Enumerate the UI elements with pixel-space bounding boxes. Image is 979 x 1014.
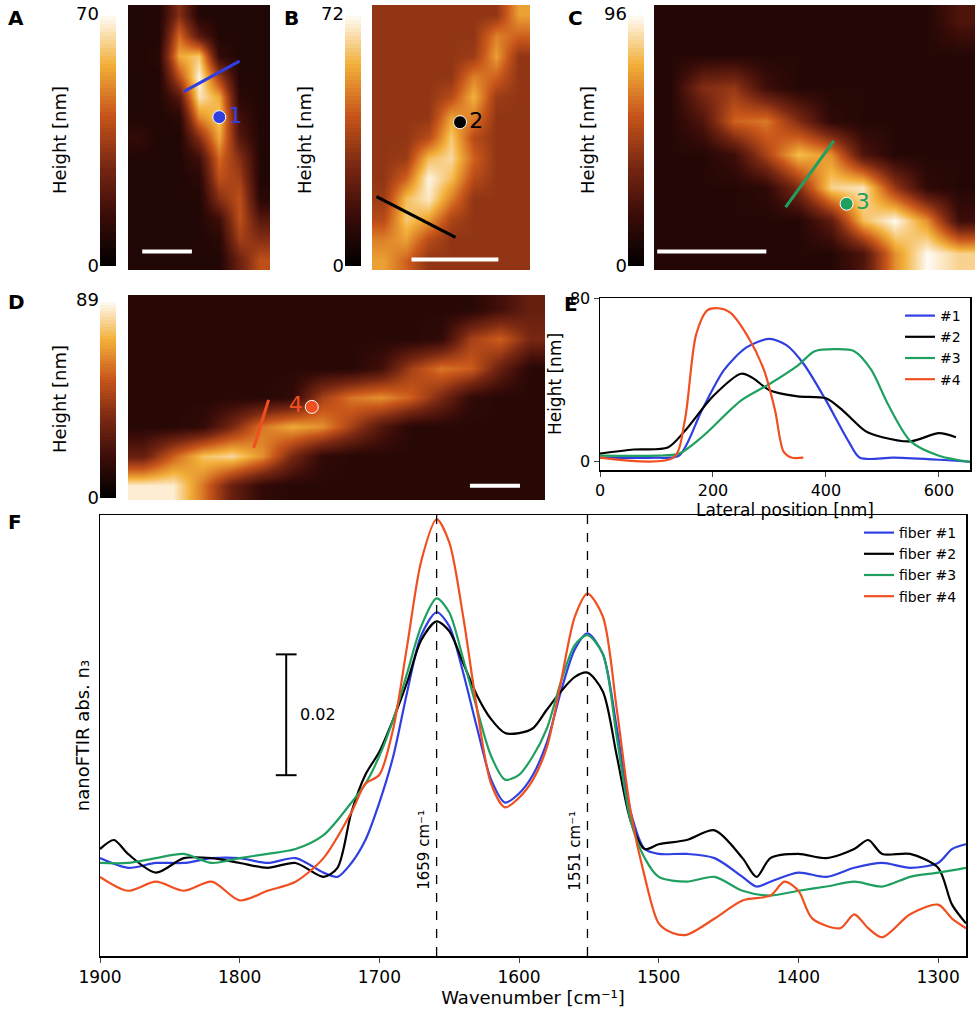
svg-text:Height [nm]: Height [nm] bbox=[294, 86, 315, 194]
svg-text:#1: #1 bbox=[940, 308, 961, 324]
svg-text:1659 cm⁻¹: 1659 cm⁻¹ bbox=[415, 810, 433, 890]
svg-text:F: F bbox=[8, 510, 22, 534]
svg-text:70: 70 bbox=[76, 3, 99, 24]
svg-text:Wavenumber [cm⁻¹]: Wavenumber [cm⁻¹] bbox=[441, 987, 625, 1008]
svg-text:80: 80 bbox=[570, 289, 590, 308]
svg-text:B: B bbox=[284, 6, 299, 30]
svg-text:fiber #1: fiber #1 bbox=[899, 525, 956, 541]
svg-text:1300: 1300 bbox=[916, 967, 959, 987]
svg-text:1: 1 bbox=[228, 103, 242, 128]
svg-text:72: 72 bbox=[321, 3, 344, 24]
svg-text:D: D bbox=[8, 290, 25, 314]
svg-text:Height [nm]: Height [nm] bbox=[545, 333, 565, 435]
svg-text:0: 0 bbox=[580, 452, 590, 471]
svg-text:1400: 1400 bbox=[777, 967, 820, 987]
svg-text:C: C bbox=[568, 6, 583, 30]
svg-text:Height [nm]: Height [nm] bbox=[49, 345, 70, 453]
svg-text:A: A bbox=[8, 6, 24, 30]
svg-text:200: 200 bbox=[698, 481, 729, 500]
svg-text:600: 600 bbox=[924, 481, 955, 500]
svg-text:1500: 1500 bbox=[637, 967, 680, 987]
svg-text:1551 cm⁻¹: 1551 cm⁻¹ bbox=[566, 811, 584, 891]
svg-text:0: 0 bbox=[88, 255, 99, 276]
svg-text:#3: #3 bbox=[940, 350, 961, 366]
svg-text:0: 0 bbox=[595, 481, 605, 500]
svg-text:E: E bbox=[564, 292, 578, 316]
svg-text:400: 400 bbox=[811, 481, 842, 500]
svg-text:#2: #2 bbox=[940, 329, 961, 345]
svg-text:Lateral position [nm]: Lateral position [nm] bbox=[696, 500, 874, 520]
svg-text:2: 2 bbox=[469, 108, 483, 133]
svg-text:89: 89 bbox=[76, 289, 99, 310]
svg-text:0: 0 bbox=[88, 487, 99, 508]
svg-text:#4: #4 bbox=[940, 372, 961, 388]
svg-text:1800: 1800 bbox=[218, 967, 261, 987]
svg-text:fiber #4: fiber #4 bbox=[899, 589, 956, 605]
svg-text:fiber #3: fiber #3 bbox=[899, 567, 956, 583]
svg-text:nanoFTIR abs. n₃: nanoFTIR abs. n₃ bbox=[72, 660, 93, 811]
svg-text:fiber #2: fiber #2 bbox=[899, 546, 956, 562]
svg-text:0.02: 0.02 bbox=[300, 705, 336, 724]
svg-text:1700: 1700 bbox=[358, 967, 401, 987]
svg-text:0: 0 bbox=[616, 255, 627, 276]
svg-text:1900: 1900 bbox=[78, 967, 121, 987]
svg-text:3: 3 bbox=[856, 189, 870, 214]
svg-text:1600: 1600 bbox=[497, 967, 540, 987]
svg-text:4: 4 bbox=[289, 392, 303, 417]
svg-text:0: 0 bbox=[333, 255, 344, 276]
svg-text:96: 96 bbox=[604, 3, 627, 24]
svg-text:Height [nm]: Height [nm] bbox=[577, 86, 598, 194]
svg-text:Height [nm]: Height [nm] bbox=[49, 86, 70, 194]
